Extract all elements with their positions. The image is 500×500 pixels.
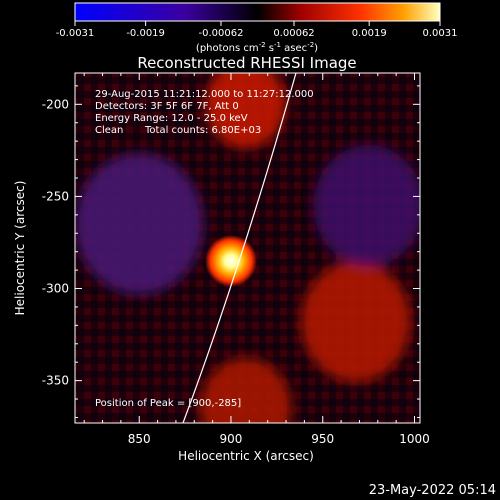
purple-blob-left (75, 153, 204, 295)
y-tick-label: -200 (42, 97, 69, 111)
x-tick-label: 900 (220, 432, 243, 446)
colorbar-strip (74, 2, 441, 22)
annotation-method: Clean (95, 125, 123, 136)
annotations: 29-Aug-2015 11:21:12.000 to 11:27:12.000… (95, 89, 314, 409)
annotation-time-range: 29-Aug-2015 11:21:12.000 to 11:27:12.000 (95, 89, 314, 100)
purple-blob-right (313, 145, 420, 267)
axis-ticks: 850 900 950 1000 -200 -250 -300 -350 (42, 73, 430, 446)
y-tick-label: -250 (42, 189, 69, 203)
colorbar-tick-label: -0.0031 (56, 28, 95, 39)
solar-limb-line (182, 73, 297, 423)
red-blob-top (205, 73, 287, 149)
footer-date: 23-May-2022 05:14 (369, 483, 496, 498)
colorbar-ticks: -0.0031 -0.0019 -0.00062 0.00062 0.0019 0.003… (56, 21, 458, 39)
colorbar-units: (photons cm-2 s-1 asec-2) (196, 41, 318, 54)
y-tick-label: -300 (42, 282, 69, 296)
y-axis-label: Heliocentric Y (arcsec) (13, 181, 27, 316)
annotation-detectors: Detectors: 3F 5F 6F 7F, Att 0 (95, 101, 239, 112)
plot-frame (74, 72, 421, 424)
peak-source-glow (204, 234, 257, 287)
colorbar-tick-label: 0.00062 (273, 28, 314, 39)
annotation-energy: Energy Range: 12.0 - 25.0 keV (95, 113, 248, 124)
colorbar: -0.0031 -0.0019 -0.00062 0.00062 0.0019 0.003… (56, 2, 458, 54)
red-blob-bottom (199, 357, 292, 423)
x-tick-label: 850 (128, 432, 151, 446)
x-tick-label: 950 (311, 432, 334, 446)
x-axis-label: Heliocentric X (arcsec) (178, 449, 314, 463)
y-tick-label: -350 (42, 374, 69, 388)
rhessi-image (75, 73, 420, 423)
colorbar-tick-label: -0.0019 (126, 28, 165, 39)
red-blob-right (300, 261, 411, 383)
colorbar-tick-label: 0.0019 (352, 28, 387, 39)
x-tick-label: 1000 (399, 432, 430, 446)
colorbar-tick-label: 0.0031 (423, 28, 458, 39)
annotation-peak-position: Position of Peak = [900,-285] (95, 398, 241, 409)
colorbar-tick-label: -0.00062 (199, 28, 244, 39)
annotation-counts: Total counts: 6.80E+03 (144, 125, 261, 136)
plot-title: Reconstructed RHESSI Image (137, 54, 356, 72)
